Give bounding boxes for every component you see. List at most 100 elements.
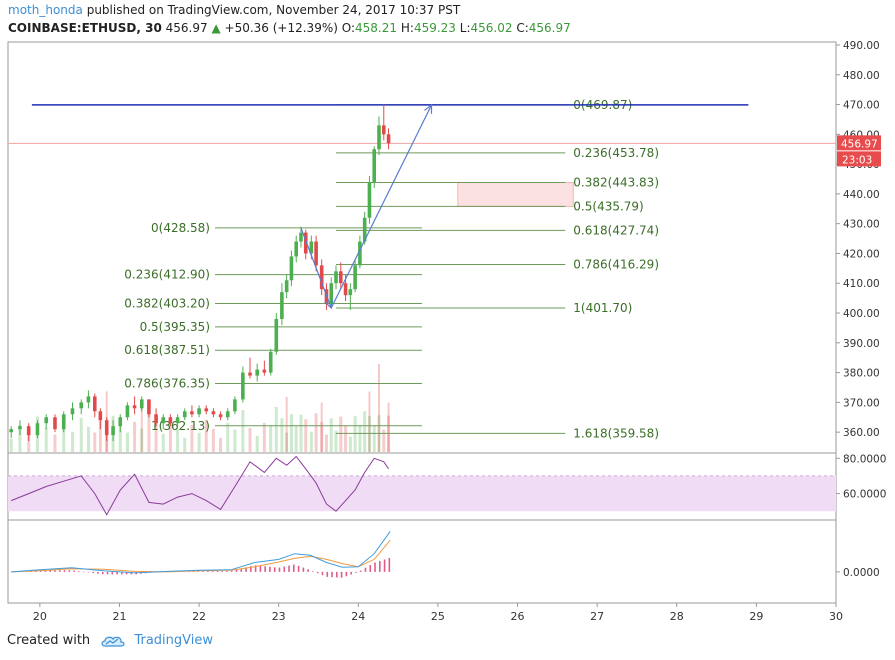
macd-histogram-bar	[58, 570, 61, 572]
volume-bar	[161, 433, 165, 452]
price-tick-label: 390.00	[843, 338, 880, 350]
volume-bar	[70, 431, 74, 452]
volume-bar	[204, 419, 208, 452]
macd-histogram-bar	[283, 566, 286, 572]
candle-body	[262, 369, 267, 373]
candle-body	[204, 408, 209, 412]
macd-histogram-bar	[345, 571, 348, 577]
candle-body	[190, 411, 194, 415]
candle-body	[274, 318, 279, 352]
macd-histogram-bar	[230, 570, 233, 572]
volume-bar	[44, 427, 48, 452]
high-value: 459.23	[413, 21, 456, 35]
fib-level-label: 0.786(416.29)	[573, 258, 659, 272]
macd-histogram-bar	[293, 564, 295, 572]
volume-bar	[339, 416, 343, 452]
fib-level-label: 0.236(453.78)	[573, 146, 659, 160]
volume-bar	[27, 431, 31, 452]
macd-histogram-bar	[259, 565, 262, 572]
rsi-line	[11, 455, 390, 516]
macd-histogram-bar	[92, 571, 94, 574]
time-tick-label: 22	[192, 610, 206, 623]
time-tick-label: 28	[670, 610, 684, 623]
candle-body	[255, 369, 259, 376]
tradingview-brand[interactable]: TradingView	[134, 633, 213, 648]
candle-body	[334, 271, 338, 284]
macd-histogram-bar	[116, 571, 118, 575]
volume-bar	[320, 422, 324, 452]
macd-histogram-bar	[221, 571, 223, 572]
time-tick-label: 25	[431, 610, 445, 623]
macd-histogram-bar	[379, 561, 381, 572]
macd-histogram-bar	[235, 569, 238, 572]
macd-histogram-bar	[197, 571, 200, 572]
candle-body	[303, 232, 308, 254]
candle-body	[44, 417, 49, 424]
macd-histogram-bar	[369, 565, 372, 572]
price-tick-label: 410.00	[843, 278, 880, 290]
candle-body	[92, 396, 97, 412]
volume-bar	[274, 406, 278, 452]
candle-body	[289, 256, 294, 281]
volume-bar	[176, 428, 180, 452]
trend-arrow-head	[424, 103, 433, 114]
fib-level-label: 0.5(435.79)	[573, 199, 643, 213]
macd-histogram-bar	[374, 562, 376, 572]
macd-histogram-bar	[355, 571, 357, 573]
fib-level-label: 0.5(395.35)	[140, 320, 210, 334]
macd-histogram-bar	[273, 567, 276, 572]
publish-text: published on TradingView.com, November 2…	[86, 3, 461, 17]
time-tick-label: 23	[272, 610, 286, 623]
macd-histogram-bar	[350, 571, 352, 575]
volume-bar	[62, 419, 66, 452]
macd-histogram-bar	[359, 570, 362, 572]
high-label: H:	[400, 21, 414, 35]
low-label: L:	[459, 21, 471, 35]
volume-bar	[53, 434, 57, 452]
time-tick-label: 27	[590, 610, 604, 623]
chart-area[interactable]: 360.00 370.00 380.00 390.00 400.00 410.00 420.…	[0, 0, 895, 630]
candle-body	[98, 411, 103, 421]
macd-histogram-bar	[340, 571, 343, 578]
time-tick-label: 26	[511, 610, 525, 623]
candle-body	[182, 411, 187, 418]
macd-histogram-bar	[68, 570, 71, 572]
candle-body	[118, 417, 123, 427]
macd-histogram-bar	[63, 570, 66, 572]
price-tick-label: 440.00	[843, 189, 880, 201]
candle-body	[161, 417, 166, 424]
fib-level-label: 1(362.13)	[151, 419, 210, 433]
volume-bar	[190, 424, 194, 452]
macd-histogram-bar	[264, 566, 266, 572]
candle-body	[353, 265, 357, 290]
candle-body	[241, 372, 245, 400]
volume-bar	[140, 428, 144, 452]
macd-line	[11, 531, 391, 574]
macd-histogram-bar	[254, 565, 257, 572]
footer: Created with TradingView	[7, 633, 213, 648]
macd-histogram-bar	[312, 571, 314, 572]
candle-body	[314, 241, 318, 266]
macd-histogram-bar	[44, 570, 47, 572]
volume-bar	[353, 416, 357, 452]
macd-histogram-bar	[78, 571, 80, 572]
candle-body	[372, 149, 377, 182]
volume-bar	[183, 437, 187, 452]
candle-body	[168, 417, 173, 424]
volume-bar	[309, 431, 313, 452]
candle-body	[280, 292, 284, 319]
candle-body	[211, 411, 216, 415]
trend-arrow-head	[324, 298, 333, 310]
volume-bar	[248, 427, 252, 452]
last-price: 456.97	[165, 21, 208, 35]
volume-bar	[18, 424, 22, 452]
tradingview-cloud-icon[interactable]	[100, 634, 126, 648]
author-name[interactable]: moth_honda	[8, 3, 83, 17]
volume-bar	[211, 428, 215, 452]
volume-bar	[363, 411, 367, 452]
macd-histogram-bar	[297, 565, 300, 572]
fib-level-label: 0.382(403.20)	[124, 296, 210, 310]
candle-body	[362, 217, 367, 242]
volume-bar	[329, 418, 333, 452]
time-tick-label: 21	[112, 610, 126, 623]
